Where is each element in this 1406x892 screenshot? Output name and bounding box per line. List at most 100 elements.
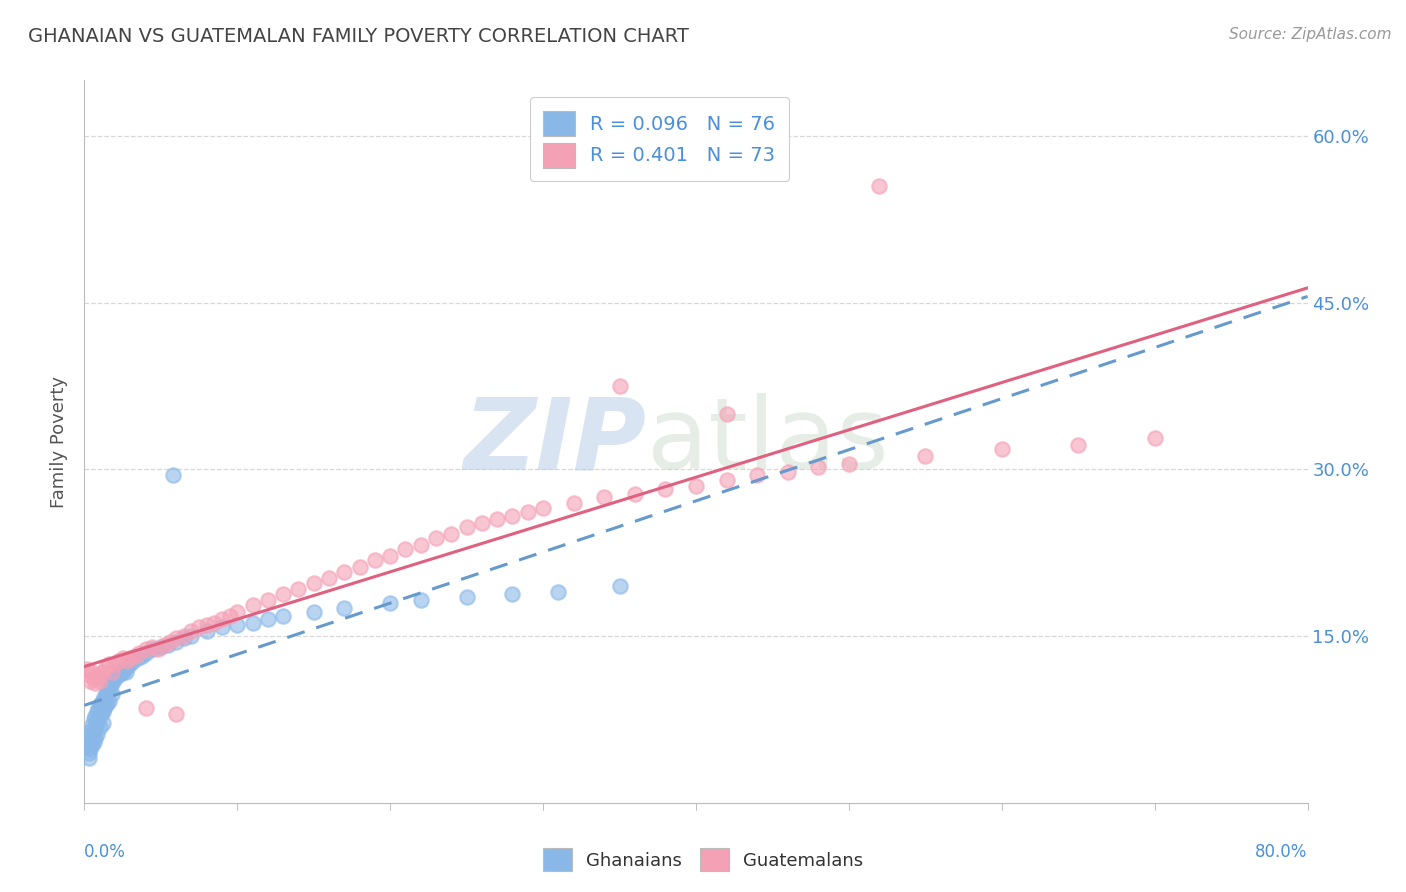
Point	[502, 587, 524, 601]
Point	[86, 727, 108, 741]
Point	[86, 705, 108, 719]
Point	[97, 682, 120, 697]
Text: GHANAIAN VS GUATEMALAN FAMILY POVERTY CORRELATION CHART: GHANAIAN VS GUATEMALAN FAMILY POVERTY CO…	[28, 27, 689, 45]
Point	[87, 701, 110, 715]
Point	[84, 720, 107, 734]
Point	[97, 657, 120, 671]
Point	[218, 609, 240, 624]
Point	[211, 620, 233, 634]
Point	[440, 526, 463, 541]
Point	[654, 483, 676, 497]
Legend: R = 0.096   N = 76, R = 0.401   N = 73: R = 0.096 N = 76, R = 0.401 N = 73	[530, 97, 789, 181]
Text: 0.0%: 0.0%	[84, 843, 127, 861]
Point	[180, 629, 202, 643]
Point	[1067, 438, 1090, 452]
Point	[141, 640, 163, 655]
Point	[89, 698, 111, 712]
Point	[380, 596, 402, 610]
Point	[112, 662, 135, 676]
Point	[257, 612, 280, 626]
Point	[142, 642, 165, 657]
Point	[128, 646, 150, 660]
Point	[80, 665, 103, 679]
Point	[77, 734, 100, 748]
Point	[747, 467, 769, 482]
Point	[98, 680, 121, 694]
Point	[364, 553, 387, 567]
Point	[257, 593, 280, 607]
Point	[83, 723, 105, 738]
Point	[103, 673, 125, 688]
Point	[425, 531, 447, 545]
Point	[135, 642, 157, 657]
Point	[716, 407, 738, 421]
Point	[380, 549, 402, 563]
Point	[111, 651, 134, 665]
Text: 80.0%: 80.0%	[1256, 843, 1308, 861]
Point	[302, 605, 325, 619]
Point	[77, 751, 100, 765]
Point	[624, 487, 647, 501]
Point	[869, 178, 891, 193]
Point	[90, 705, 112, 719]
Point	[101, 665, 124, 679]
Point	[180, 624, 202, 638]
Point	[91, 693, 114, 707]
Point	[456, 520, 478, 534]
Point	[93, 690, 115, 705]
Point	[188, 620, 211, 634]
Legend: Ghanaians, Guatemalans: Ghanaians, Guatemalans	[536, 841, 870, 879]
Point	[202, 615, 225, 630]
Point	[77, 746, 100, 760]
Point	[124, 649, 146, 664]
Point	[471, 516, 494, 530]
Point	[122, 653, 145, 667]
Point	[131, 649, 153, 664]
Point	[195, 624, 218, 638]
Point	[165, 634, 187, 648]
Point	[1143, 431, 1166, 445]
Point	[93, 701, 115, 715]
Point	[838, 457, 860, 471]
Text: ZIP: ZIP	[464, 393, 647, 490]
Point	[94, 687, 117, 701]
Point	[96, 684, 118, 698]
Point	[242, 598, 264, 612]
Point	[80, 727, 103, 741]
Point	[394, 542, 416, 557]
Point	[211, 612, 233, 626]
Point	[115, 653, 138, 667]
Point	[83, 671, 105, 685]
Point	[593, 490, 616, 504]
Text: atlas: atlas	[647, 393, 889, 490]
Point	[157, 638, 180, 652]
Point	[87, 671, 110, 685]
Point	[609, 579, 631, 593]
Point	[135, 701, 157, 715]
Y-axis label: Family Poverty: Family Poverty	[51, 376, 69, 508]
Point	[120, 651, 142, 665]
Point	[153, 638, 176, 652]
Point	[333, 601, 356, 615]
Point	[242, 615, 264, 630]
Point	[80, 718, 103, 732]
Point	[302, 575, 325, 590]
Point	[115, 660, 138, 674]
Point	[77, 668, 100, 682]
Point	[173, 629, 195, 643]
Point	[97, 693, 120, 707]
Point	[127, 651, 149, 665]
Point	[79, 734, 101, 748]
Point	[349, 560, 371, 574]
Point	[89, 709, 111, 723]
Point	[79, 673, 101, 688]
Point	[562, 496, 585, 510]
Point	[80, 738, 103, 752]
Point	[547, 584, 569, 599]
Point	[84, 709, 107, 723]
Point	[409, 593, 432, 607]
Point	[83, 713, 105, 727]
Point	[776, 465, 799, 479]
Point	[165, 706, 187, 721]
Point	[226, 605, 249, 619]
